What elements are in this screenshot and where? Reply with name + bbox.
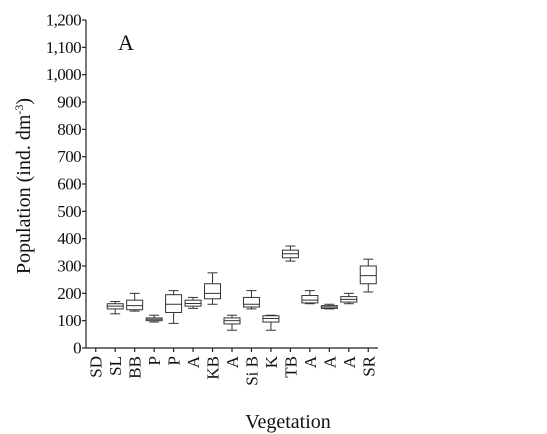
y-tick-label: 100 <box>57 311 81 330</box>
box-group <box>359 258 377 293</box>
y-tick-label: 1,000 <box>46 65 81 84</box>
y-tick-label: 1,200 <box>46 11 81 30</box>
box-group <box>301 290 319 305</box>
y-axis-title-end: ) <box>13 98 35 105</box>
y-tick-label: 700 <box>57 147 81 166</box>
box-group <box>223 314 241 331</box>
x-tick-label: SL <box>106 356 125 376</box>
y-axis-title-superscript: -3 <box>12 105 26 115</box>
box-group <box>320 303 338 310</box>
box-group <box>281 245 299 262</box>
x-tick-label: A <box>223 355 242 368</box>
iqr-box <box>242 296 260 308</box>
iqr-box <box>126 299 144 311</box>
x-axis: SD SL BB P P A KB A Si B K TB A A A SR <box>86 347 378 386</box>
x-tick-label: A <box>320 355 339 368</box>
x-tick-label: K <box>262 355 281 368</box>
y-tick-label: 1,100 <box>46 38 81 57</box>
box-group <box>106 301 124 315</box>
iqr-box <box>165 294 183 313</box>
x-tick-label: Si B <box>242 356 261 386</box>
y-axis: 0 100 200 300 400 500 600 700 800 900 1,000 1,100 1,… <box>46 11 87 358</box>
iqr-box <box>204 283 222 300</box>
y-axis-title-main: Population (ind. dm <box>13 114 35 274</box>
y-axis-title: Population (ind. dm-3) <box>12 98 35 274</box>
box-group <box>262 314 280 331</box>
box-group <box>145 314 163 323</box>
box-group <box>165 290 183 324</box>
box-group <box>340 292 358 305</box>
box-series <box>106 245 377 331</box>
x-axis-title: Vegetation <box>245 411 331 433</box>
y-tick-label: 0 <box>73 339 81 358</box>
y-tick-label: 600 <box>57 175 81 194</box>
x-tick-label: TB <box>281 356 300 378</box>
x-tick-label: P <box>165 356 184 365</box>
x-tick-label: P <box>145 356 164 365</box>
iqr-box <box>359 265 377 285</box>
y-tick-label: 500 <box>57 202 81 221</box>
box-group <box>126 292 144 312</box>
y-tick-label: 900 <box>57 93 81 112</box>
y-tick-label: 300 <box>57 257 81 276</box>
x-tick-label: A <box>184 355 203 368</box>
box-group <box>204 272 222 305</box>
box-group <box>184 296 202 309</box>
y-tick-label: 800 <box>57 120 81 139</box>
box-group <box>242 290 260 310</box>
x-tick-label: KB <box>204 356 223 380</box>
y-tick-label: 200 <box>57 284 81 303</box>
x-tick-label: BB <box>126 356 145 379</box>
iqr-box <box>301 295 319 304</box>
y-tick-label: 400 <box>57 229 81 248</box>
panel-label: A <box>118 30 134 55</box>
x-tick-label: SD <box>87 356 106 378</box>
x-tick-label: A <box>340 355 359 368</box>
x-tick-label: SR <box>359 355 378 376</box>
x-tick-label: A <box>301 355 320 368</box>
